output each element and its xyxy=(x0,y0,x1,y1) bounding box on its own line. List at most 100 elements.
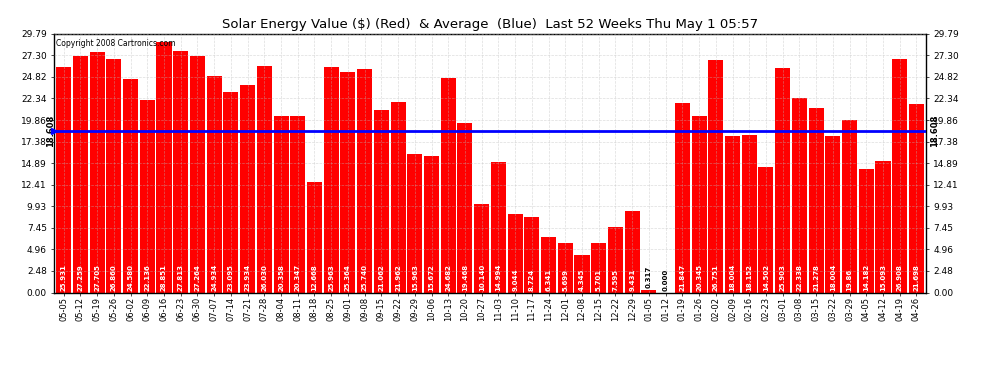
Text: 15.963: 15.963 xyxy=(412,264,418,291)
Bar xyxy=(140,100,154,292)
Bar xyxy=(826,136,841,292)
Text: 21.062: 21.062 xyxy=(378,264,384,291)
Text: 26.030: 26.030 xyxy=(261,264,267,291)
Text: 14.994: 14.994 xyxy=(495,264,501,291)
Text: 18.004: 18.004 xyxy=(730,264,736,291)
Bar xyxy=(508,214,523,292)
Text: 12.668: 12.668 xyxy=(312,264,318,291)
Text: 8.724: 8.724 xyxy=(529,269,535,291)
Text: 0.000: 0.000 xyxy=(662,269,668,291)
Text: 14.182: 14.182 xyxy=(863,264,869,291)
Bar xyxy=(608,226,623,292)
Text: 18.608: 18.608 xyxy=(46,115,55,147)
Bar xyxy=(290,116,305,292)
Bar xyxy=(73,56,88,292)
Text: 27.705: 27.705 xyxy=(94,264,100,291)
Bar xyxy=(307,183,322,292)
Text: 25.364: 25.364 xyxy=(345,264,350,291)
Text: 4.345: 4.345 xyxy=(579,269,585,291)
Text: 18.152: 18.152 xyxy=(746,264,752,291)
Bar xyxy=(775,68,790,292)
Bar xyxy=(441,78,455,292)
Text: 24.934: 24.934 xyxy=(211,264,217,291)
Text: 22.338: 22.338 xyxy=(796,264,803,291)
Bar xyxy=(875,161,891,292)
Text: 27.264: 27.264 xyxy=(194,264,200,291)
Text: 18.004: 18.004 xyxy=(830,264,836,291)
Bar xyxy=(324,67,339,292)
Text: 19.468: 19.468 xyxy=(462,264,468,291)
Bar xyxy=(542,237,556,292)
Title: Solar Energy Value ($) (Red)  & Average  (Blue)  Last 52 Weeks Thu May 1 05:57: Solar Energy Value ($) (Red) & Average (… xyxy=(222,18,758,31)
Bar xyxy=(273,116,288,292)
Text: 9.431: 9.431 xyxy=(630,269,636,291)
Text: 0.317: 0.317 xyxy=(645,266,651,288)
Bar xyxy=(156,42,171,292)
Text: 6.341: 6.341 xyxy=(545,269,551,291)
Text: 28.851: 28.851 xyxy=(161,264,167,291)
Bar xyxy=(574,255,589,292)
Bar xyxy=(391,102,406,292)
Bar xyxy=(474,204,489,292)
Bar xyxy=(89,52,105,292)
Bar xyxy=(106,59,122,292)
Text: 20.347: 20.347 xyxy=(295,264,301,291)
Bar xyxy=(842,120,857,292)
Text: 15.672: 15.672 xyxy=(429,264,435,291)
Text: 7.595: 7.595 xyxy=(613,269,619,291)
Text: 23.934: 23.934 xyxy=(245,264,250,291)
Text: 19.86: 19.86 xyxy=(846,269,852,291)
Text: 27.813: 27.813 xyxy=(177,264,184,291)
Bar xyxy=(224,92,239,292)
Bar xyxy=(642,290,656,292)
Text: 22.136: 22.136 xyxy=(145,264,150,291)
Bar xyxy=(758,166,773,292)
Bar xyxy=(207,76,222,292)
Text: 14.502: 14.502 xyxy=(763,264,769,291)
Bar xyxy=(892,59,907,292)
Text: 9.044: 9.044 xyxy=(512,269,518,291)
Bar xyxy=(708,60,724,292)
Text: 24.682: 24.682 xyxy=(446,264,451,291)
Bar xyxy=(809,108,824,292)
Bar xyxy=(357,69,372,292)
Bar xyxy=(240,85,255,292)
Bar xyxy=(792,99,807,292)
Text: 26.751: 26.751 xyxy=(713,264,719,291)
Text: 5.699: 5.699 xyxy=(562,269,568,291)
Bar xyxy=(123,79,138,292)
Bar xyxy=(675,103,690,292)
Bar xyxy=(525,217,540,292)
Text: 25.931: 25.931 xyxy=(60,264,66,291)
Bar xyxy=(341,72,355,292)
Text: 21.962: 21.962 xyxy=(395,264,401,291)
Bar xyxy=(625,211,640,292)
Text: 26.860: 26.860 xyxy=(111,264,117,291)
Text: 18.608: 18.608 xyxy=(930,115,939,147)
Bar xyxy=(909,104,924,292)
Text: 5.701: 5.701 xyxy=(596,269,602,291)
Bar xyxy=(858,170,874,292)
Bar xyxy=(742,135,756,292)
Bar xyxy=(374,110,389,292)
Bar xyxy=(173,51,188,292)
Bar xyxy=(591,243,606,292)
Text: 20.358: 20.358 xyxy=(278,264,284,291)
Text: 20.345: 20.345 xyxy=(696,264,702,291)
Text: 10.140: 10.140 xyxy=(479,264,485,291)
Text: 21.278: 21.278 xyxy=(813,264,819,291)
Bar xyxy=(407,154,423,292)
Text: 27.259: 27.259 xyxy=(77,264,83,291)
Text: 25.903: 25.903 xyxy=(780,264,786,291)
Bar xyxy=(256,66,272,292)
Text: 25.963: 25.963 xyxy=(329,264,335,291)
Bar xyxy=(190,56,205,292)
Bar xyxy=(56,67,71,292)
Text: 25.740: 25.740 xyxy=(361,264,367,291)
Text: Copyright 2008 Cartronics.com: Copyright 2008 Cartronics.com xyxy=(56,39,175,48)
Text: 24.580: 24.580 xyxy=(128,264,134,291)
Bar xyxy=(557,243,573,292)
Bar xyxy=(424,156,439,292)
Bar xyxy=(725,136,741,292)
Bar xyxy=(491,162,506,292)
